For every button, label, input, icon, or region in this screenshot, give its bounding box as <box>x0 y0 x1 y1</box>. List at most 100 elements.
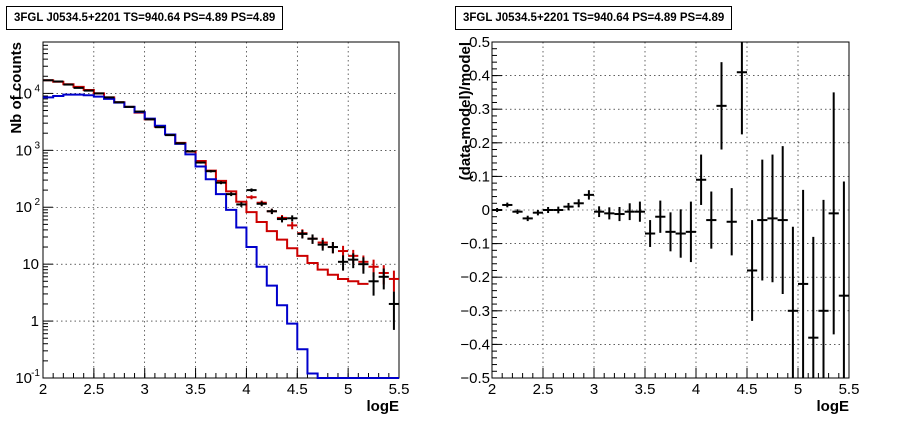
residual-point <box>563 202 574 211</box>
data-point <box>236 202 247 207</box>
x-tick-label: 5 <box>794 381 802 398</box>
residual-point <box>838 181 849 378</box>
chart-title-left: 3FGL J0534.5+2201 TS=940.64 PS=4.89 PS=4… <box>6 6 284 30</box>
residual-point <box>522 215 533 222</box>
data-point <box>226 192 237 197</box>
residual-point <box>696 154 707 205</box>
y-tick-label: 1 <box>31 313 39 330</box>
residual-point <box>594 206 605 218</box>
x-tick-label: 3 <box>590 381 598 398</box>
y-tick-label: −0.3 <box>460 303 490 320</box>
y-tick-label: 0.4 <box>469 68 490 85</box>
y-tick-label: 10 <box>15 370 32 387</box>
data-point <box>307 234 318 244</box>
y-tick-exponent: -1 <box>31 368 40 379</box>
x-tick-label: 5.5 <box>839 381 860 398</box>
model-step-blue <box>43 93 399 379</box>
x-tick-label: 5.5 <box>389 381 410 398</box>
residual-point <box>716 62 727 150</box>
x-tick-label: 4 <box>692 381 700 398</box>
residual-point <box>553 206 564 214</box>
y-axis-label: Nb of counts <box>8 42 25 134</box>
residual-point <box>543 206 554 214</box>
data-point <box>124 105 135 108</box>
residual-point <box>573 199 584 208</box>
x-tick-label: 2 <box>39 381 47 398</box>
data-point <box>134 110 145 113</box>
residual-point <box>502 202 513 208</box>
data-point <box>195 161 206 164</box>
data-point <box>368 272 379 296</box>
y-tick-exponent: 4 <box>34 83 40 94</box>
residual-point <box>706 191 717 249</box>
right-pad-residuals: 2 2.5 3 3.5 4 4.5 5 5.5 −0.5 −0.4 −0.3 −0.2 −0.1 0 0.1… <box>449 0 898 421</box>
chart-title-right: 3FGL J0534.5+2201 TS=940.64 PS=4.89 PS=4… <box>455 6 733 30</box>
residuals-chart: 2 2.5 3 3.5 4 4.5 5 5.5 −0.5 −0.4 −0.3 −0.2 −0.1 0 0.1… <box>457 34 860 415</box>
residual-point <box>624 203 635 221</box>
residual-point <box>818 199 829 378</box>
data-point <box>154 126 166 129</box>
residual-point <box>798 189 809 378</box>
residual-point <box>512 209 523 215</box>
residual-point <box>726 188 737 256</box>
y-axis-label: (data-model)/model <box>457 42 474 180</box>
y-tick-exponent: 2 <box>34 197 40 208</box>
data-point <box>165 134 176 137</box>
residual-point <box>828 92 839 335</box>
y-tick-label: −0.1 <box>460 236 490 253</box>
residual-point <box>492 207 503 213</box>
x-tick-label: 3.5 <box>185 381 206 398</box>
residual-point <box>747 220 758 321</box>
data-point <box>205 170 216 173</box>
data-point <box>256 201 267 207</box>
y-tick-label: 10 <box>15 142 32 159</box>
y-tick-label: 10 <box>15 85 32 102</box>
y-tick-label: 10 <box>22 256 39 273</box>
model-point <box>287 222 298 230</box>
data-point <box>287 215 298 222</box>
residual-point <box>604 207 615 220</box>
data-point <box>358 257 369 274</box>
data-point <box>104 96 115 99</box>
data-point <box>266 208 277 215</box>
data-point <box>378 268 389 290</box>
y-tick-label: 10 <box>15 199 32 216</box>
x-tick-label: 4 <box>242 381 250 398</box>
x-tick-label: 2.5 <box>533 381 554 398</box>
residual-point <box>777 146 788 294</box>
data-point <box>246 188 257 192</box>
residual-point <box>645 220 656 247</box>
data-point <box>388 291 399 330</box>
model-point <box>246 195 257 200</box>
plot-frame <box>42 41 400 379</box>
data-point <box>144 118 155 121</box>
residual-point <box>655 200 666 233</box>
y-tick-label: −0.5 <box>460 370 490 387</box>
y-tick-label: −0.4 <box>460 336 490 353</box>
residual-point <box>583 190 594 200</box>
x-tick-label: 2 <box>488 381 496 398</box>
data-point <box>185 150 196 153</box>
x-tick-label: 4.5 <box>737 381 758 398</box>
y-tick-label: 0.3 <box>469 101 490 118</box>
residual-point <box>634 201 645 222</box>
residual-point <box>685 201 696 263</box>
x-tick-label: 3.5 <box>635 381 656 398</box>
data-point <box>215 181 227 185</box>
data-point <box>297 230 308 239</box>
residual-point <box>665 212 676 252</box>
y-tick-exponent: 3 <box>34 140 40 151</box>
x-tick-label: 4.5 <box>287 381 308 398</box>
data-point <box>337 255 349 271</box>
data-point <box>327 242 338 254</box>
residual-point <box>675 209 686 258</box>
data-point <box>348 253 359 269</box>
residual-point <box>767 154 778 283</box>
residual-point <box>757 159 768 281</box>
x-axis-label: logE <box>817 398 850 415</box>
residual-point <box>736 42 747 135</box>
y-tick-label: 0.2 <box>469 135 490 152</box>
x-tick-label: 3 <box>141 381 149 398</box>
residual-point <box>808 236 819 378</box>
